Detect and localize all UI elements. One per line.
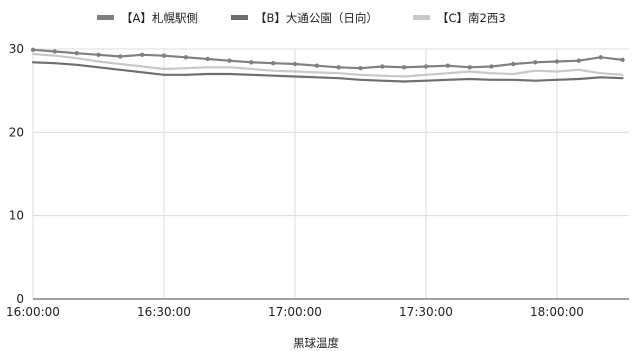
legend-label-2: 【C】南2西3 [437, 11, 506, 25]
series-0-point-16 [380, 64, 385, 69]
series-0-point-10 [249, 60, 254, 65]
series-0-point-8 [205, 56, 210, 62]
legend-label-1: 【B】大通公園（日向） [255, 11, 378, 25]
x-tick-label-1: 16:30:00 [137, 305, 191, 319]
legend-label-0: 【A】札幌駅側 [121, 11, 198, 25]
y-tick-label-10: 10 [9, 209, 24, 223]
series-0-point-19 [445, 63, 450, 68]
series-line-0 [31, 48, 624, 70]
series-line-1 [31, 61, 624, 83]
series-0-point-2 [74, 51, 79, 56]
series-1 [31, 61, 624, 83]
y-tick-label-30: 30 [9, 42, 24, 56]
series-line-2 [31, 52, 624, 78]
series-0-point-23 [533, 60, 538, 65]
series-0-point-12 [292, 61, 298, 67]
x-tick-label-3: 17:30:00 [399, 305, 453, 319]
series-0-point-14 [336, 65, 341, 70]
series-0-point-4 [118, 54, 123, 59]
chart-series [30, 47, 625, 83]
series-0-point-24 [554, 59, 560, 64]
series-0-point-22 [511, 61, 516, 67]
series-0-point-11 [271, 61, 276, 66]
y-axis-ticks: 0 10 20 30 [9, 42, 24, 306]
y-tick-label-0: 0 [16, 292, 24, 306]
x-tick-label-2: 17:00:00 [268, 305, 322, 319]
series-0 [30, 47, 625, 71]
series-0-point-17 [402, 65, 407, 70]
y-tick-label-20: 20 [9, 125, 24, 139]
x-axis-ticks: 16:00:00 16:30:00 17:00:00 17:30:00 18:00:00 [6, 305, 584, 319]
series-0-point-5 [140, 52, 145, 57]
x-tick-label-0: 16:00:00 [6, 305, 60, 319]
series-0-point-1 [52, 49, 57, 54]
series-0-point-13 [314, 63, 319, 68]
series-0-point-21 [489, 64, 494, 69]
legend-swatch-1 [231, 15, 248, 20]
chart-gridlines [32, 48, 629, 299]
series-0-point-6 [161, 53, 167, 58]
series-0-point-27 [620, 57, 625, 62]
x-tick-label-4: 18:00:00 [530, 305, 584, 319]
series-0-point-26 [598, 55, 603, 60]
x-axis-title: 黒球温度 [293, 336, 339, 350]
series-0-point-15 [358, 66, 363, 71]
legend-swatch-0 [97, 15, 114, 20]
chart-legend: 【A】札幌駅側 【B】大通公園（日向） 【C】南2西3 [97, 11, 506, 25]
series-0-point-20 [467, 65, 472, 70]
series-0-point-25 [576, 58, 581, 63]
series-0-point-9 [227, 58, 232, 63]
series-0-point-0 [30, 47, 36, 52]
series-0-point-3 [96, 52, 101, 57]
series-2 [31, 52, 624, 78]
series-0-point-7 [183, 55, 188, 60]
series-0-point-18 [423, 64, 429, 69]
legend-swatch-2 [413, 15, 430, 20]
